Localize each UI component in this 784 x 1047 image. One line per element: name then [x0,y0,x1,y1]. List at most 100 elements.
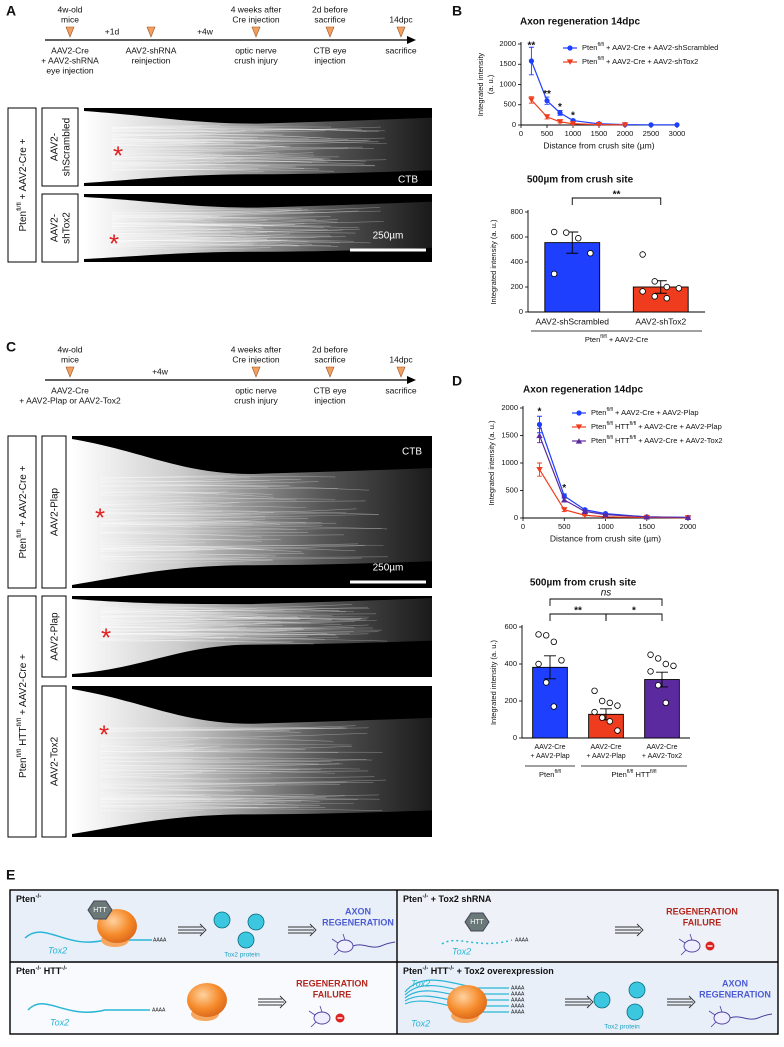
timeline-label: injection [314,55,345,65]
x-tick-label: + AAV2-Tox2 [642,753,682,760]
data-point [543,633,549,639]
text-part: HTT [428,966,448,976]
text-part: Pten [18,211,29,232]
outcome-label: AXON [722,978,748,988]
timeline-label: 4w-old [57,344,82,354]
data-point [575,235,581,241]
condition-label: shScrambled [62,118,73,176]
gene-label: Tox2 [411,978,430,988]
timeline-label: + AAV2-shRNA [41,55,99,65]
x-tick-label: 0 [519,129,523,138]
x-tick-label: AAV2-shTox2 [635,316,686,326]
data-point [536,632,542,638]
timeline-interval: +4w [152,366,169,376]
polya-label: AAAA [511,1009,525,1015]
text-part: Pten [539,770,554,779]
neuron-body [337,940,353,952]
data-point [648,652,654,658]
y-tick-label: 800 [510,207,523,216]
crush-site-marker: * [113,141,123,171]
chart-title: 500µm from crush site [527,175,634,186]
series-line [531,61,677,125]
timeline-label: + AAV2-Plap or AAV2-Tox2 [19,395,121,405]
chart-title: Axon regeneration 14dpc [520,17,640,28]
y-tick-label: 200 [504,696,517,705]
text-part: fl/fl [554,769,561,775]
timeline-interval: +1d [105,26,120,36]
data-point [592,709,598,715]
crush-site-marker: * [109,229,119,259]
x-tick-label: 0 [521,522,525,531]
significance-bracket [550,599,662,606]
timeline-label: mice [61,14,79,24]
text-part: -/- [61,965,67,972]
x-tick-label: AAV2-Cre [591,744,622,751]
timeline-marker [252,27,260,37]
timeline-label: crush injury [234,55,278,65]
timeline-marker [147,27,155,37]
data-point [663,700,669,706]
polya-label: AAAA [153,937,167,943]
timeline-label: Cre injection [232,354,280,364]
condition-label: shTox2 [62,212,73,244]
text-part: + Tox2 overexpression [454,966,554,976]
y-tick-label: 1000 [501,458,518,467]
data-point [592,688,598,694]
tox2-protein [248,914,264,930]
timeline-label: optic nerve [235,45,277,55]
marker [529,58,534,63]
legend-label: Ptenfl/fl + AAV2-Cre + AAV2-Plap [591,407,699,417]
polya-label: AAAA [515,937,529,943]
x-tick-label: 500 [541,129,554,138]
text-part: + AAV2-Cre [607,335,648,344]
panel-label: A [6,3,16,19]
data-point [652,294,658,300]
y-axis-label: Integrated intensity [476,53,485,117]
condition-label: AAV2-Plap [50,612,61,661]
data-point [615,728,621,734]
scale-label: 250µm [373,231,404,242]
crush-site-marker: * [99,720,109,750]
data-point [551,229,557,235]
x-axis-label: Distance from crush site (µm) [550,533,661,543]
stain-label: CTB [402,447,422,458]
x-axis-label: Distance from crush site (µm) [543,140,654,150]
y-tick-label: 400 [510,257,523,266]
x-tick-label: 2000 [617,129,634,138]
text-part: + AAV2-Cre + [18,138,29,202]
text-part: + AAV2-Cre + AAV2-Tox2 [636,436,722,445]
data-point [671,663,677,669]
data-point [607,700,613,706]
outcome-label: FAILURE [683,917,722,927]
condition-label: AAV2-Plap [50,487,61,536]
significance-label: ** [574,606,582,617]
gene-label: Tox2 [48,945,67,955]
protein-label: Tox2 protein [224,952,260,959]
text-part: -/- [36,893,42,900]
tox2-protein [629,982,645,998]
htt-label: HTT [470,919,484,926]
quadrant-title: Pten-/- + Tox2 shRNA [403,893,492,904]
ribosome-large [447,985,487,1019]
text-part: + AAV2-Cre + AAV2-Plap [613,408,699,417]
timeline-arrowhead [407,36,416,44]
outcome-label: REGENERATION [699,989,771,999]
y-tick-label: 600 [510,232,523,241]
x-tick-label: AAV2-Cre [647,744,678,751]
panel-label: D [452,373,462,389]
text-part: Pten [403,894,423,904]
marker [536,433,542,438]
y-tick-label: 500 [503,100,516,109]
y-tick-label: 2000 [499,39,516,48]
y-tick-label: 0 [514,513,518,522]
timeline-label: 14dpc [389,354,413,364]
tox2-protein [594,992,610,1008]
scale-label: 250µm [373,563,404,574]
timeline-label: 2d before [312,4,348,14]
y-tick-label: 400 [504,659,517,668]
y-axis-label: Integrated intensity (a. u.) [489,219,498,305]
y-tick-label: 0 [519,307,523,316]
timeline-label: 2d before [312,344,348,354]
row-label: Ptenfl/fl + AAV2-Cre + [16,138,28,231]
condition-label: AAV2- [50,133,61,161]
